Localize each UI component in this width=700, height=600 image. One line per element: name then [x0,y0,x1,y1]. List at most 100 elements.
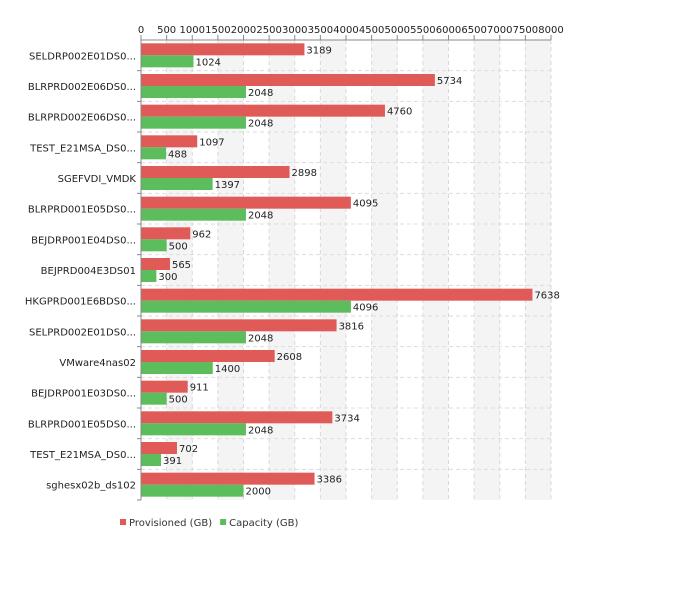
category-labels: SELDRP002E01DS0... BLRPRD002E06DS0... BLRP… [25,51,141,501]
category-label: TEST_E21MSA_DS0... [29,450,136,461]
bar-provisioned [141,380,188,393]
data-label: 3734 [334,413,359,424]
category-label: BLRPRD001E05DS0... [28,205,136,216]
bar-provisioned [141,472,315,485]
data-label: 1024 [195,57,220,68]
bar-provisioned [141,288,533,301]
data-label: 2048 [248,425,273,436]
legend-label: Capacity (GB) [229,518,298,529]
legend-swatch [120,519,126,525]
x-tick-label: 7500 [513,25,538,36]
category-label: SELDRP002E01DS0... [29,51,136,62]
bar-provisioned [141,319,337,332]
bar-capacity [141,454,162,466]
data-label: 500 [169,395,188,406]
x-tick-label: 6500 [461,25,486,36]
category-label: SELPRD002E01DS0... [29,327,136,338]
category-label: BLRPRD002E06DS0... [28,82,136,93]
bar-capacity [141,55,194,68]
data-labels: 3189 1024 5734 2048 4760 2048 1097 488 2898 1397 4… [158,45,560,497]
legend-item[interactable]: Provisioned (GB) [120,518,212,529]
category-label: SGEFVDI_VMDK [58,174,137,185]
category-label: HKGPRD001E6BDS0... [25,297,136,308]
data-label: 3816 [339,321,364,332]
grid-lines [141,40,552,500]
bar-capacity [141,239,167,252]
bar-capacity [141,208,246,221]
grid-band [422,40,449,500]
bar-provisioned [141,227,191,240]
data-label: 3189 [306,45,331,56]
x-tick-label: 5000 [385,25,410,36]
x-tick-label: 8000 [538,25,563,36]
bar-provisioned [141,411,333,424]
grid-band [474,40,500,500]
data-label: 7638 [534,291,559,302]
data-label: 911 [190,383,209,394]
data-label: 2048 [248,88,273,99]
bar-capacity [141,484,244,497]
bar-capacity [141,300,351,313]
x-tick-label: 4000 [333,25,358,36]
x-tick-label: 3500 [308,25,333,36]
category-label: BEJDRP001E04DS0... [31,235,136,246]
bar-capacity [141,178,213,190]
data-label: 4760 [387,107,412,118]
bar-provisioned [141,166,290,178]
bar-provisioned [141,74,435,86]
data-label: 2898 [292,168,317,179]
data-label: 2000 [246,487,271,498]
data-label: 4096 [353,303,378,314]
data-label: 4095 [353,199,378,210]
data-label: 391 [163,456,182,467]
x-tick-label: 2000 [231,25,256,36]
data-label: 565 [172,260,191,271]
category-label: BEJPRD004E3DS01 [41,266,136,277]
data-label: 3386 [317,475,342,486]
bar-provisioned [141,135,198,148]
category-label: VMware4nas02 [59,358,136,369]
legend-item[interactable]: Capacity (GB) [220,518,299,529]
data-label: 500 [169,241,188,252]
category-label: BLRPRD001E05DS0... [28,419,136,430]
x-tick-label: 1000 [180,25,205,36]
bar-capacity [141,116,246,129]
data-label: 2048 [248,211,273,222]
x-tick-label: 7000 [487,25,512,36]
x-tick-labels: 0 500 1000 1500 2000 2500 3000 3500 4000 4500 5000… [138,25,564,40]
data-label: 702 [179,444,198,455]
legend-swatch [220,519,227,525]
data-label: 5734 [437,76,462,87]
data-label: 1397 [215,180,240,191]
x-tick-label: 6000 [436,25,461,36]
bar-provisioned [141,104,385,117]
data-label: 1400 [215,364,240,375]
category-label: BLRPRD002E06DS0... [28,113,136,124]
x-tick-label: 5500 [410,25,435,36]
x-tick-label: 500 [157,25,176,36]
data-label: 2048 [248,333,273,344]
bar-capacity [141,147,167,160]
category-label: BEJDRP001E03DS0... [31,389,136,400]
category-label: TEST_E21MSA_DS0... [29,143,136,154]
bar-provisioned [141,43,305,56]
bar-provisioned [141,442,177,454]
category-label: sghesx02b_ds102 [46,481,136,492]
bar-capacity [141,86,246,98]
bars [141,43,533,497]
bar-provisioned [141,196,351,209]
data-label: 1097 [199,137,224,148]
data-label: 300 [158,272,177,283]
bar-capacity [141,270,157,282]
bar-capacity [141,331,246,344]
bar-capacity [141,362,213,374]
x-tick-label: 2500 [256,25,281,36]
legend-label: Provisioned (GB) [129,518,212,529]
x-tick-label: 0 [138,25,144,36]
legend: Provisioned (GB) Capacity (GB) [120,518,299,529]
x-tick-label: 3000 [282,25,307,36]
x-tick-label: 1500 [205,25,230,36]
bar-provisioned [141,350,275,362]
x-tick-label: 4500 [359,25,384,36]
